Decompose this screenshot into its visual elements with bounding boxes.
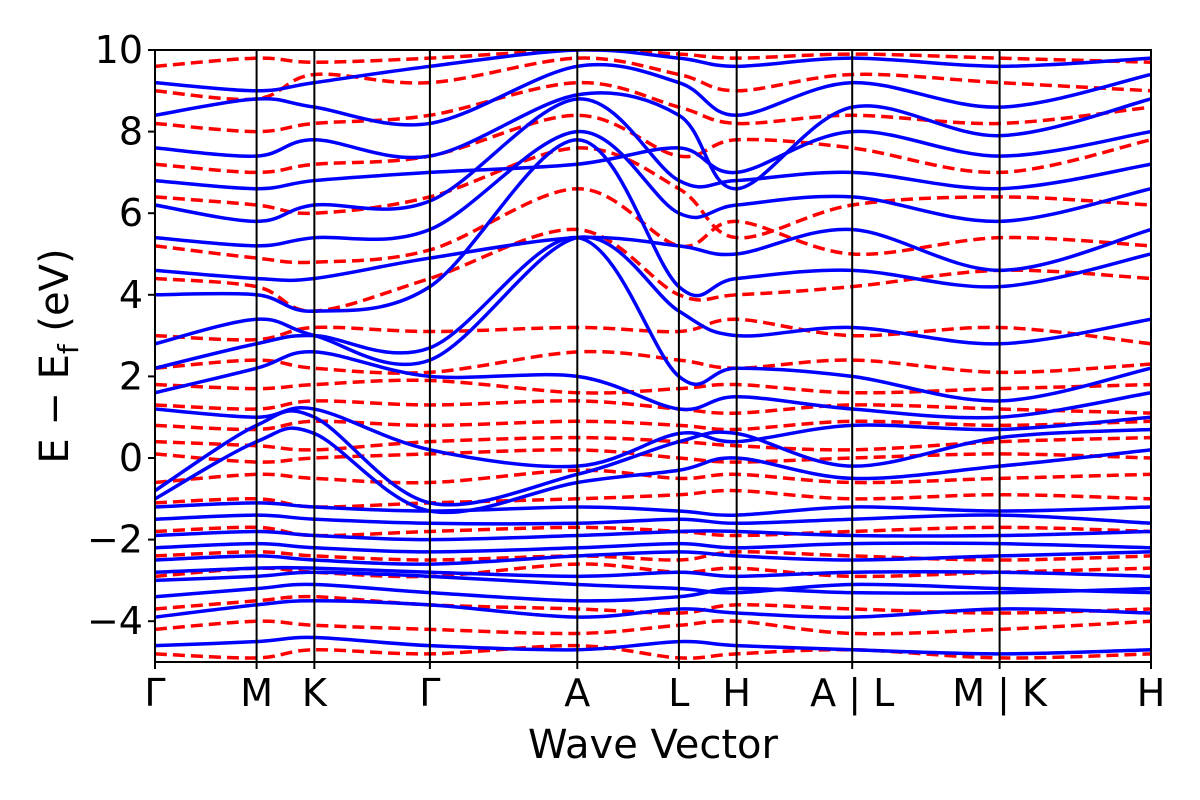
solid-band-9 [155, 501, 1151, 517]
solid-band-17 [155, 227, 1151, 283]
solid-band-18 [155, 129, 1151, 248]
solid-band-12 [155, 406, 1151, 469]
solid-band-20 [155, 129, 1151, 191]
y-tick-label: 8 [119, 110, 143, 154]
y-tick-label: 10 [95, 28, 143, 72]
solid-band-0 [155, 635, 1151, 656]
x-tick-label: Γ [419, 671, 440, 715]
y-tick-label: 4 [119, 273, 143, 317]
solid-band-21 [155, 91, 1151, 191]
dashed-band-9 [155, 435, 1151, 452]
dashed-band-18 [155, 113, 1151, 175]
dashed-band-14 [155, 317, 1151, 346]
y-axis-ticks: −4 −2 0 2 4 6 8 10 [87, 28, 155, 643]
dashed-band-12 [155, 378, 1151, 395]
solid-band-14 [155, 235, 1151, 403]
bands-group [155, 50, 1151, 660]
solid-band-10 [155, 426, 1151, 515]
dashed-band-1 [155, 619, 1151, 636]
dashed-band-17 [155, 146, 1151, 240]
x-tick-label: A | L [810, 671, 894, 716]
x-tick-label: A [564, 671, 590, 715]
solid-band-5 [155, 550, 1151, 566]
y-tick-label: −2 [87, 518, 143, 562]
solid-band-3 [155, 570, 1151, 595]
solid-band-7 [155, 529, 1151, 542]
solid-band-6 [155, 541, 1151, 554]
x-tick-label: Γ [144, 671, 165, 715]
x-tick-label: H [722, 671, 751, 715]
solid-band-16 [155, 138, 1151, 313]
dashed-band-13 [155, 349, 1151, 375]
kpoint-divider-lines [255, 50, 1001, 662]
y-axis-label: E − Ef (eV) [32, 248, 85, 463]
x-tick-label: K [302, 671, 328, 715]
solid-band-4 [155, 565, 1151, 579]
y-tick-label: 2 [119, 354, 143, 398]
x-tick-label: M | K [952, 671, 1048, 716]
solid-band-23 [155, 50, 1151, 93]
dashed-band-16 [155, 186, 1151, 265]
dashed-band-20 [155, 56, 1151, 102]
dashed-band-21 [155, 50, 1151, 69]
dashed-band-0 [155, 643, 1151, 660]
solid-band-2 [155, 582, 1151, 603]
dashed-band-10 [155, 419, 1151, 432]
solid-band-8 [155, 513, 1151, 526]
dashed-band-3 [155, 562, 1151, 579]
dashed-band-19 [155, 80, 1151, 134]
solid-band-19 [155, 97, 1151, 224]
solid-band-1 [155, 599, 1151, 619]
dashed-band-4 [155, 550, 1151, 562]
x-axis-label: Wave Vector [528, 722, 779, 768]
dashed-band-5 [155, 525, 1151, 538]
x-tick-label: M [240, 671, 273, 715]
solid-band-13 [155, 350, 1151, 420]
y-tick-label: 0 [119, 436, 143, 480]
dashed-band-6 [155, 488, 1151, 509]
y-tick-label: −4 [87, 599, 143, 643]
plot-frame [154, 49, 1152, 663]
y-tick-label: 6 [119, 191, 143, 235]
x-tick-label: H [1137, 671, 1166, 715]
dashed-band-11 [155, 399, 1151, 415]
x-tick-label: L [668, 671, 689, 715]
solid-band-22 [155, 62, 1151, 127]
solid-band-15 [155, 235, 1151, 367]
